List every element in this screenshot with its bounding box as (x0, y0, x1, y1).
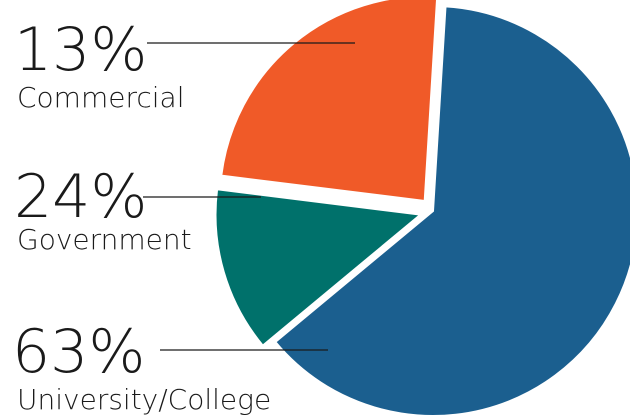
slice-value-label-university: 63% (12, 317, 145, 387)
pie-slice-government (220, 0, 438, 203)
slice-category-label-government: Government (17, 223, 192, 256)
pie-slices (214, 0, 630, 416)
pie-slice-university-college (273, 5, 630, 416)
slice-value-label-commercial: 13% (14, 15, 147, 85)
slice-category-label-university: University/College (17, 383, 271, 416)
pie-slice-commercial (214, 188, 423, 348)
slice-value-label-government: 24% (14, 162, 147, 232)
slice-category-label-commercial: Commercial (17, 81, 184, 114)
